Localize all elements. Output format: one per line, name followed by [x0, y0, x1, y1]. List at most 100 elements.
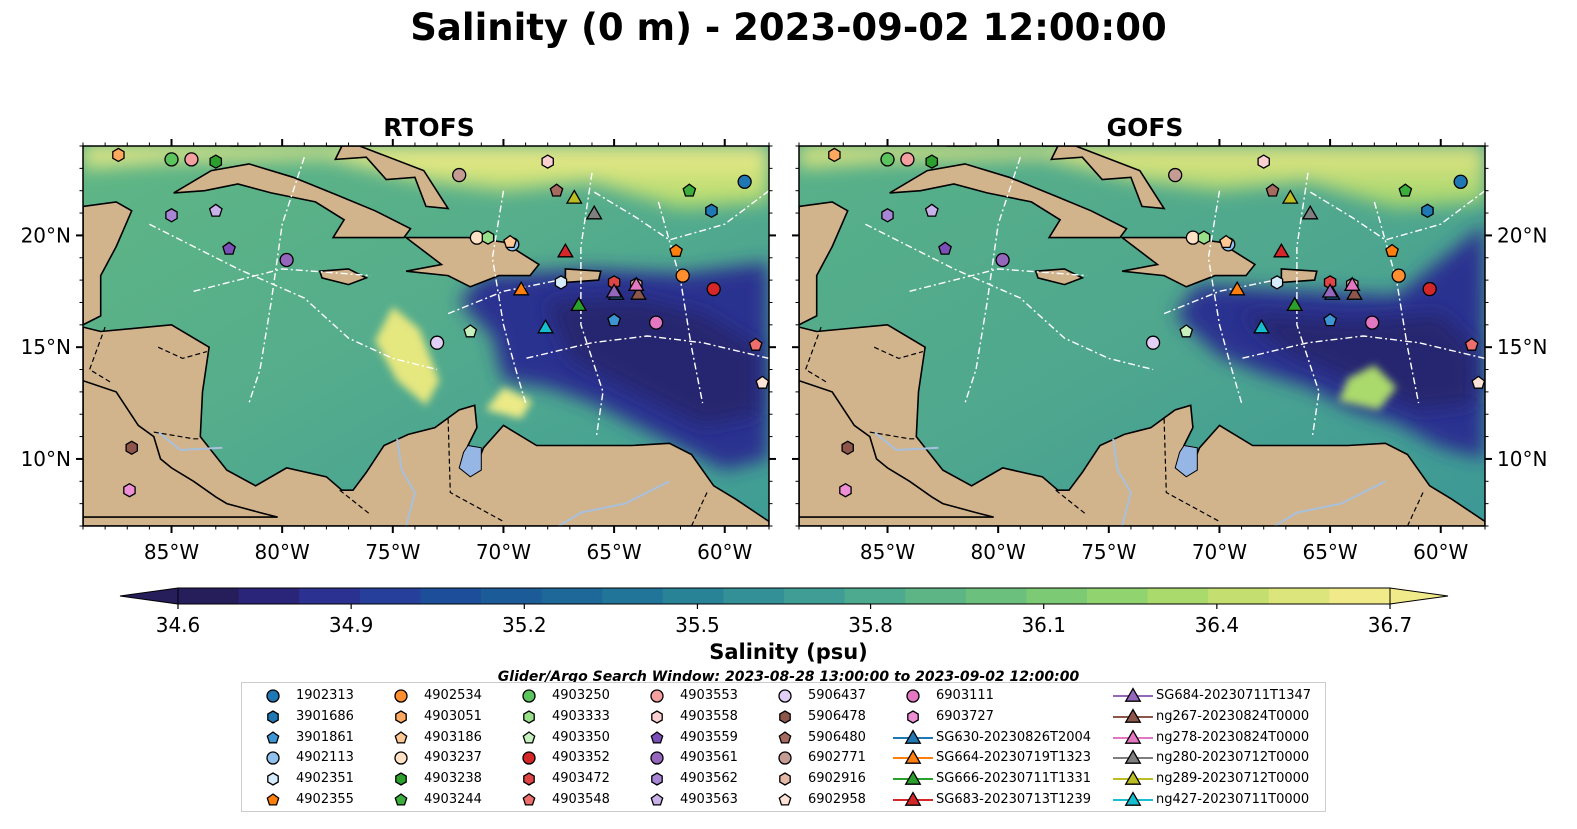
legend-marker-icon [523, 710, 535, 724]
legend-marker-icon [266, 751, 280, 766]
marker-4902534 [1391, 268, 1406, 283]
legend-marker-icon [650, 751, 664, 766]
lon-tick-label: 65°W [1302, 540, 1357, 564]
legend-marker-icon [266, 730, 280, 744]
marker-1902313 [1453, 174, 1468, 189]
legend-label: 4903559 [680, 729, 738, 745]
marker-4903237 [469, 230, 485, 245]
marker-4902355 [669, 243, 683, 257]
legend-marker-icon [893, 728, 933, 744]
legend-symbol [266, 689, 280, 703]
marker-4902351 [554, 275, 568, 290]
marker-5906480 [549, 183, 564, 197]
marker-3901686 [705, 203, 718, 219]
marker-ng280-20230712T0000 [585, 204, 603, 220]
marker-ng267-20230824T0000 [1346, 285, 1363, 300]
lon-tick-label: 70°W [476, 540, 531, 564]
colorbar-bin [723, 588, 785, 604]
marker-ng427-20230711T0000 [1253, 318, 1270, 334]
country-border-0 [339, 489, 372, 516]
legend-symbol [1124, 791, 1142, 806]
country-border-2 [690, 492, 708, 526]
legend-label: 3901861 [296, 729, 354, 745]
legend-label: ng267-20230824T0000 [1156, 708, 1310, 724]
salinity-high-coastal [485, 387, 533, 419]
colorbar-label: Salinity (psu) [709, 640, 868, 664]
colorbar-frame [178, 587, 1390, 605]
land-hispaniola [1119, 236, 1257, 288]
legend-marker-icon [651, 710, 663, 724]
legend-marker-icon [522, 751, 536, 766]
eez-boundary-7 [193, 268, 371, 292]
marker-5906437 [429, 335, 445, 350]
legend-marker-icon [266, 793, 280, 806]
marker-6903727 [123, 482, 136, 498]
river-1 [1274, 480, 1386, 526]
legend-symbol [778, 730, 792, 744]
marker-ng280-20230712T0000 [1301, 204, 1319, 220]
legend-label: 4903238 [424, 771, 482, 787]
lon-tick-label: 85°W [860, 540, 915, 564]
land-hispaniola [403, 236, 541, 288]
legend-marker-icon [395, 710, 407, 724]
marker-5906480 [1265, 183, 1280, 197]
legend-label: 4902113 [296, 750, 354, 766]
observation-markers [112, 147, 769, 498]
salinity-high-patch [1338, 365, 1397, 410]
marker-4903350 [463, 324, 478, 338]
legend-label: 6902916 [808, 771, 866, 787]
marker-4903561 [279, 252, 294, 268]
legend-marker-icon [1113, 708, 1153, 723]
search-window-note: Glider/Argo Search Window: 2023-08-28 13… [497, 669, 1080, 685]
colorbar-bin [178, 588, 240, 604]
lake-maracaibo [1174, 444, 1198, 478]
colorbar-bin [965, 588, 1027, 604]
legend-marker-icon [906, 689, 920, 703]
marker-4903244 [1398, 183, 1413, 197]
legend-label: 4902351 [296, 771, 354, 787]
marker-ng427-20230711T0000 [537, 318, 554, 334]
legend-marker-icon [893, 791, 933, 806]
marker-4903553 [184, 152, 199, 167]
legend-symbol [778, 751, 792, 766]
legend-label: 4903051 [424, 708, 482, 724]
marker-4903333 [1197, 230, 1211, 245]
eez-boundary-4 [657, 201, 704, 404]
legend-marker-icon [778, 689, 792, 703]
marker-4903244 [682, 183, 697, 197]
eez-boundary-3 [1296, 172, 1320, 437]
colorbar-tick-label: 34.9 [329, 613, 374, 637]
lon-tick-label: 70°W [1192, 540, 1247, 564]
map-frame-rtofs [82, 145, 770, 527]
legend-label: 3901686 [296, 708, 354, 724]
lon-tick-label: 60°W [1413, 540, 1468, 564]
legend-marker-icon [778, 751, 792, 766]
colorbar-tick-label: 34.6 [156, 613, 201, 637]
marker-5906437 [1145, 335, 1161, 350]
legend-label: 4903562 [680, 771, 738, 787]
legend-marker-icon [522, 689, 536, 703]
legend-symbol [394, 730, 408, 744]
legend: 1902313 3901686 3901861 4902113 4902351 49023… [241, 682, 1326, 812]
legend-marker-icon [523, 772, 535, 786]
legend-label: ng289-20230712T0000 [1156, 771, 1310, 787]
legend-label: SG683-20230713T1239 [936, 792, 1092, 807]
colorbar-tick-label: 36.1 [1021, 613, 1066, 637]
colorbar-tick-label: 36.4 [1195, 613, 1240, 637]
legend-symbol [904, 749, 922, 765]
lon-tick-label: 75°W [365, 540, 420, 564]
legend-label: 4903333 [552, 708, 610, 724]
land-yucatan [83, 201, 133, 326]
lon-tick-label: 65°W [586, 540, 641, 564]
legend-symbol [1124, 728, 1142, 744]
colorbar-bin [662, 588, 724, 604]
colorbar-bin [602, 588, 664, 604]
marker-5906478 [841, 440, 854, 456]
marker-4903237 [1185, 230, 1201, 245]
map-panel-gofs [799, 146, 1485, 526]
legend-marker-icon [650, 730, 664, 744]
colorbar-bin [359, 588, 421, 604]
lon-tick-label: 60°W [697, 540, 752, 564]
map-frame-gofs [798, 145, 1486, 527]
